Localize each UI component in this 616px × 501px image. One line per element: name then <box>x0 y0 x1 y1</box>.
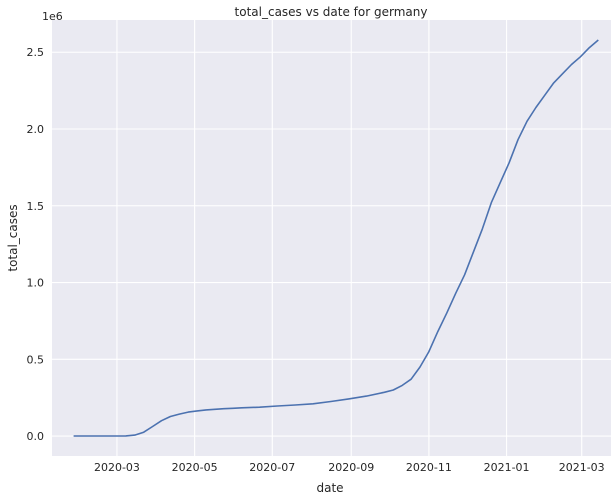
x-tick-label: 2020-09 <box>328 461 374 474</box>
plot-background <box>52 20 611 456</box>
x-tick-label: 2020-11 <box>406 461 452 474</box>
series-group <box>73 39 599 437</box>
x-tick-label: 2021-03 <box>559 461 605 474</box>
chart-title: total_cases vs date for germany <box>235 5 428 19</box>
x-tick-label: 2020-07 <box>249 461 295 474</box>
x-axis-label: date <box>316 481 343 495</box>
series-line <box>73 39 599 437</box>
y-axis-ticks: 0.0 0.5 1.0 1.5 2.0 2.5 <box>27 46 45 443</box>
y-axis-label: total_cases <box>6 204 20 271</box>
x-tick-label: 2020-03 <box>94 461 140 474</box>
x-tick-label: 2021-01 <box>484 461 530 474</box>
y-tick-label: 2.0 <box>27 123 45 136</box>
y-tick-label: 1.0 <box>27 277 45 290</box>
grid <box>52 20 611 456</box>
y-offset-label: 1e6 <box>42 10 63 23</box>
y-tick-label: 2.5 <box>27 46 45 59</box>
x-axis-ticks: 2020-03 2020-05 2020-07 2020-09 2020-11 2021-… <box>94 461 605 474</box>
y-tick-label: 1.5 <box>27 200 45 213</box>
y-tick-label: 0.5 <box>27 353 45 366</box>
x-tick-label: 2020-05 <box>172 461 218 474</box>
y-tick-label: 0.0 <box>27 430 45 443</box>
